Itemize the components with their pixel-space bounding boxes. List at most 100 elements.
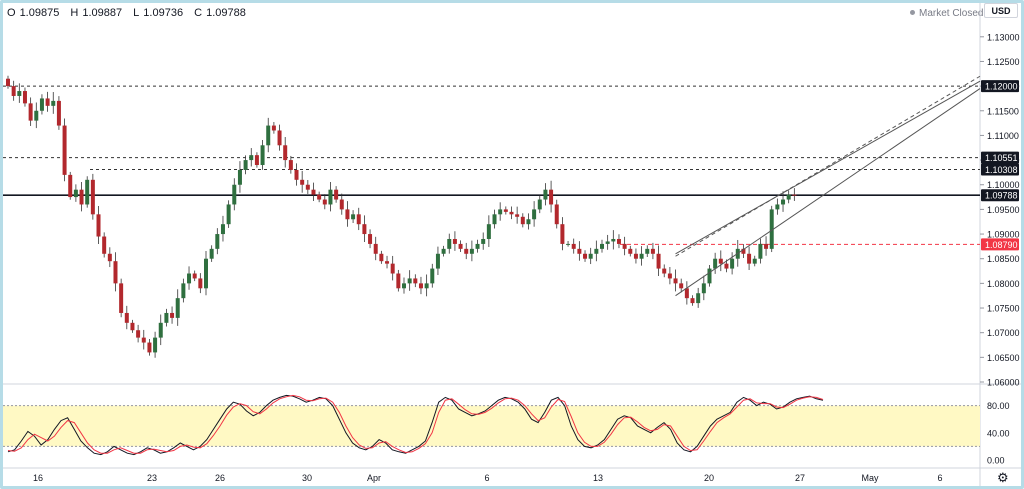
price-tick-label: 1.09500	[987, 205, 1020, 215]
candle	[334, 189, 339, 200]
candle	[639, 253, 644, 259]
candle	[17, 91, 22, 96]
candle	[187, 273, 192, 284]
candle	[464, 248, 469, 254]
candle	[170, 312, 175, 318]
candle	[475, 243, 480, 249]
candle	[328, 189, 333, 205]
time-tick-label: 6	[937, 473, 942, 483]
candle	[673, 278, 678, 284]
candle	[339, 199, 344, 210]
candle	[707, 268, 712, 284]
channel-lower-line	[675, 88, 981, 297]
candle	[113, 261, 118, 284]
candle	[130, 322, 135, 331]
price-tick-label: 1.07000	[987, 328, 1020, 338]
candle	[107, 253, 112, 262]
candle	[769, 209, 774, 249]
price-tick-label: 1.06000	[987, 378, 1020, 388]
candle	[532, 209, 537, 220]
candle	[373, 243, 378, 254]
candle	[260, 145, 265, 166]
candle	[600, 243, 604, 249]
price-tick-label: 1.07500	[987, 304, 1020, 314]
candle	[775, 204, 780, 210]
candle	[594, 248, 599, 254]
price-tick-label: 1.09000	[987, 230, 1020, 240]
price-label-box	[981, 238, 1019, 251]
candle	[198, 278, 203, 289]
candle	[424, 283, 429, 289]
candle	[204, 258, 208, 289]
candle	[481, 238, 486, 244]
candle	[786, 194, 791, 200]
candle	[322, 199, 327, 205]
candle	[28, 103, 33, 121]
candle	[34, 110, 39, 121]
price-tick-label: 1.11500	[987, 106, 1019, 116]
price-tick-label: 1.13000	[987, 32, 1020, 42]
market-status: Market Closed	[910, 8, 983, 19]
candle	[498, 209, 503, 215]
candle	[684, 288, 689, 299]
candle	[85, 179, 90, 205]
candle	[243, 160, 248, 170]
candle	[396, 273, 401, 289]
candle	[351, 214, 356, 220]
candle	[237, 169, 242, 185]
candle	[622, 243, 627, 249]
candle	[758, 243, 763, 259]
candle	[747, 253, 752, 264]
candle	[317, 194, 322, 200]
channel-upper-line	[675, 80, 981, 255]
candle	[407, 278, 412, 284]
price-label-box	[981, 80, 1019, 93]
candle	[271, 125, 276, 131]
candle	[62, 125, 67, 175]
candle	[588, 253, 593, 259]
candle	[509, 211, 514, 215]
candle	[379, 253, 384, 262]
candle	[90, 179, 95, 215]
currency-button[interactable]: USD	[984, 3, 1018, 18]
price-tick-label: 1.10000	[987, 180, 1020, 190]
candle	[549, 189, 554, 205]
candle	[730, 258, 735, 269]
candle	[418, 283, 423, 289]
candle	[390, 263, 395, 274]
candle	[300, 179, 305, 185]
time-tick-label: Apr	[367, 473, 381, 483]
candle	[311, 189, 316, 195]
price-label: 1.08790	[985, 240, 1018, 250]
candle	[402, 283, 406, 289]
stochastic-tick-label: 0.00	[987, 456, 1005, 466]
candle	[441, 248, 446, 254]
candle	[283, 145, 288, 161]
candle	[68, 174, 73, 198]
candle	[175, 298, 180, 318]
ohlc-low: L 1.09736	[133, 7, 184, 19]
candle	[119, 283, 124, 313]
candle	[656, 253, 661, 269]
candle	[362, 224, 367, 235]
candle	[413, 278, 418, 284]
stochastic-band	[3, 405, 980, 447]
time-tick-label: 23	[147, 473, 157, 483]
candle	[147, 342, 152, 353]
candle	[11, 86, 16, 96]
price-tick-label: 1.11000	[987, 131, 1019, 141]
candle	[153, 337, 158, 353]
price-label: 1.12000	[985, 82, 1018, 92]
stochastic-k-line	[7, 394, 824, 456]
candle	[752, 258, 757, 264]
settings-gear-icon[interactable]: ⚙	[997, 470, 1009, 485]
candle	[650, 248, 655, 254]
candle	[486, 224, 491, 239]
time-tick-label: 26	[215, 473, 225, 483]
candle	[469, 248, 474, 254]
price-label: 1.09788	[985, 191, 1018, 201]
candle	[124, 312, 129, 323]
candle	[430, 268, 435, 284]
